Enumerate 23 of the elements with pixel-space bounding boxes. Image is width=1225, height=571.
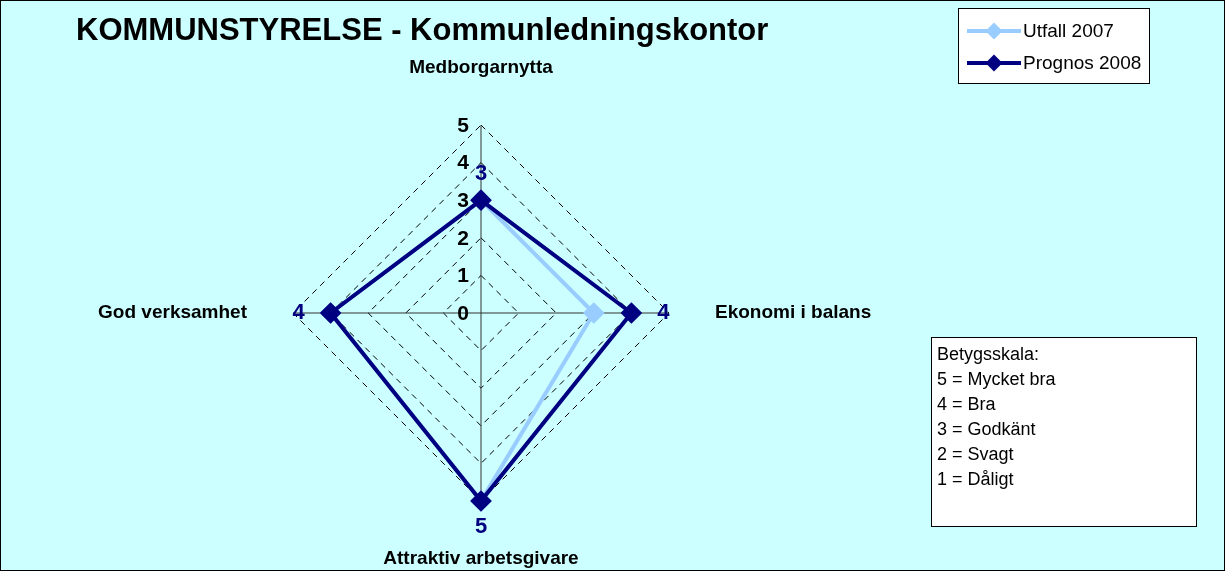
y-tick-label: 0	[457, 300, 469, 324]
data-label: 4	[292, 299, 306, 325]
y-tick-label: 5	[457, 112, 470, 136]
data-label: 4	[657, 299, 671, 325]
text: 3 = Godkänt	[937, 418, 1037, 441]
chart-title: KOMMUNSTYRELSE - Kommunledningskontor	[76, 12, 769, 48]
spoke-label: Medborgarnytta	[409, 55, 554, 77]
data-label: 5	[474, 513, 488, 539]
data-label: 3	[474, 160, 488, 186]
text: Betygsskala:	[937, 343, 1041, 366]
y-tick-label: 2	[457, 225, 469, 249]
text: 5 = Mycket bra	[937, 368, 1057, 391]
text: 1 = Dåligt	[937, 468, 1015, 491]
text: 2 = Svagt	[937, 443, 1015, 466]
text: 4 = Bra	[937, 393, 997, 416]
y-tick-label: 3	[457, 188, 469, 211]
y-tick-label: 4	[457, 150, 470, 174]
legend-label: Utfall 2007	[1023, 20, 1114, 42]
spoke-label: God verksamhet	[98, 301, 248, 323]
spoke-label: Attraktiv arbetsgivare	[383, 546, 579, 568]
spoke-label: Ekonomi i balans	[715, 301, 872, 323]
legend-label: Prognos 2008	[1023, 52, 1142, 74]
y-tick-label: 1	[457, 263, 470, 287]
